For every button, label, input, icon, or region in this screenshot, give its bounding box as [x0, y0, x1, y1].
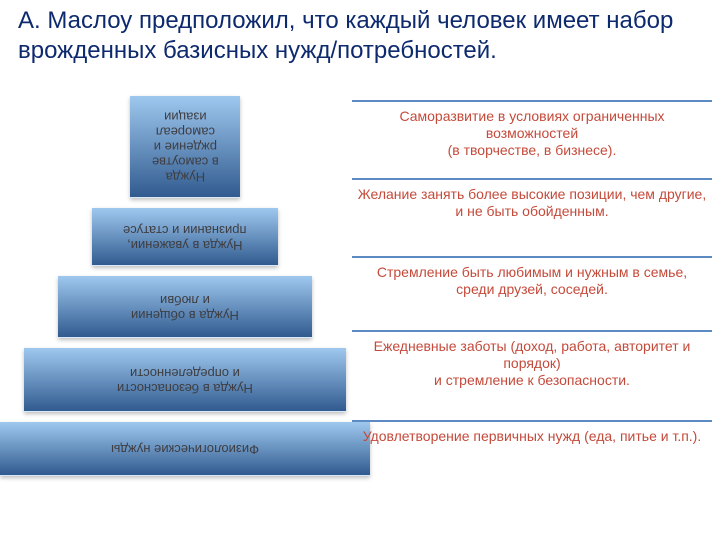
page-title: А. Маслоу предположил, что каждый челове… — [18, 6, 702, 66]
desc-5-self-actualization: Саморазвитие в условиях ограниченных воз… — [352, 108, 712, 158]
tier-5-label: Нужда в самоутве рждение и самореал изац… — [152, 109, 219, 184]
pyramid: Нужда в самоутве рждение и самореал изац… — [0, 82, 370, 532]
tier-1-label: Физиологические нужды — [111, 441, 259, 456]
tier-5-self-actualization: Нужда в самоутве рждение и самореал изац… — [130, 96, 240, 198]
tier-2-safety: Нужда в безопасности и определенности — [24, 348, 346, 412]
desc-4-esteem: Желание занять более высокие позиции, че… — [352, 186, 712, 220]
desc-3-love: Стремление быть любимым и нужным в семье… — [352, 264, 712, 298]
divider — [352, 330, 712, 332]
tier-4-label: Нужда в уважении, признании и статусе — [123, 222, 247, 252]
desc-1-physiological: Удовлетворение первичных нужд (еда, пить… — [352, 428, 712, 445]
descriptions: Саморазвитие в условиях ограниченных воз… — [352, 82, 712, 532]
divider — [352, 178, 712, 180]
page: А. Маслоу предположил, что каждый челове… — [0, 0, 720, 540]
divider — [352, 100, 712, 102]
tier-4-esteem: Нужда в уважении, признании и статусе — [92, 208, 278, 266]
tier-1-physiological: Физиологические нужды — [0, 422, 370, 476]
divider — [352, 256, 712, 258]
tier-3-label: Нужда в общении и любви — [131, 292, 239, 322]
desc-2-safety: Ежедневные заботы (доход, работа, автори… — [352, 338, 712, 388]
tier-3-love: Нужда в общении и любви — [58, 276, 312, 338]
tier-2-label: Нужда в безопасности и определенности — [117, 365, 253, 395]
divider — [352, 420, 712, 422]
